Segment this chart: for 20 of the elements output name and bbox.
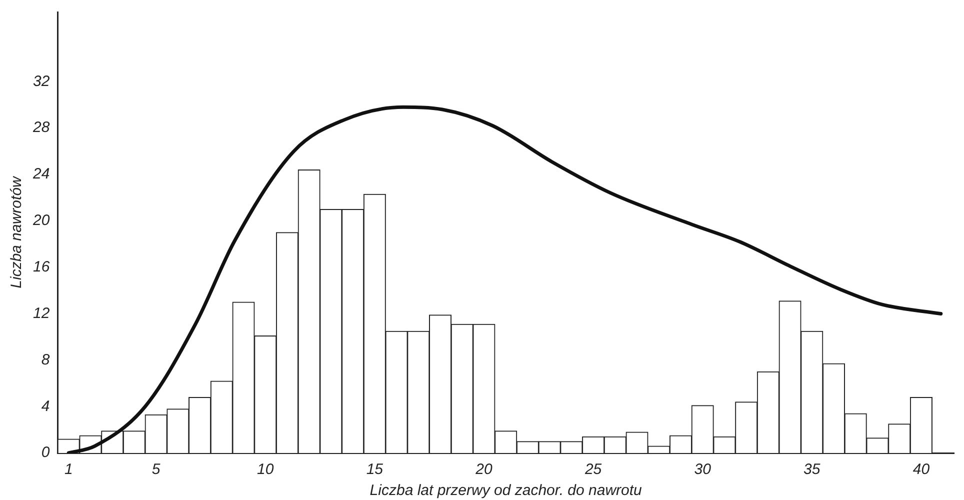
- x-tick-label: 5: [152, 461, 161, 478]
- x-tick-label: 1: [64, 461, 73, 478]
- y-tick-label: 0: [41, 444, 50, 462]
- y-tick-label: 32: [32, 72, 50, 90]
- x-tick-label: 10: [257, 461, 274, 478]
- y-tick-label: 12: [32, 304, 50, 322]
- y-tick-label: 4: [41, 398, 50, 415]
- y-tick-label: 20: [32, 212, 50, 230]
- x-tick-label: 40: [912, 461, 930, 478]
- y-axis-title: Liczba nawrotów: [8, 175, 26, 288]
- x-tick-label: 25: [584, 461, 602, 478]
- y-tick-label: 16: [32, 258, 50, 276]
- y-tick-label: 8: [41, 351, 50, 368]
- x-tick-label: 35: [804, 461, 821, 478]
- y-tick-label: 28: [32, 119, 50, 136]
- x-tick-label: 20: [474, 461, 493, 478]
- x-tick-label: 30: [694, 461, 712, 478]
- x-tick-label: 15: [366, 461, 384, 478]
- y-tick-label: 24: [32, 166, 50, 183]
- x-axis-title: Liczba lat przerwy od zachor. do nawrotu: [370, 482, 643, 500]
